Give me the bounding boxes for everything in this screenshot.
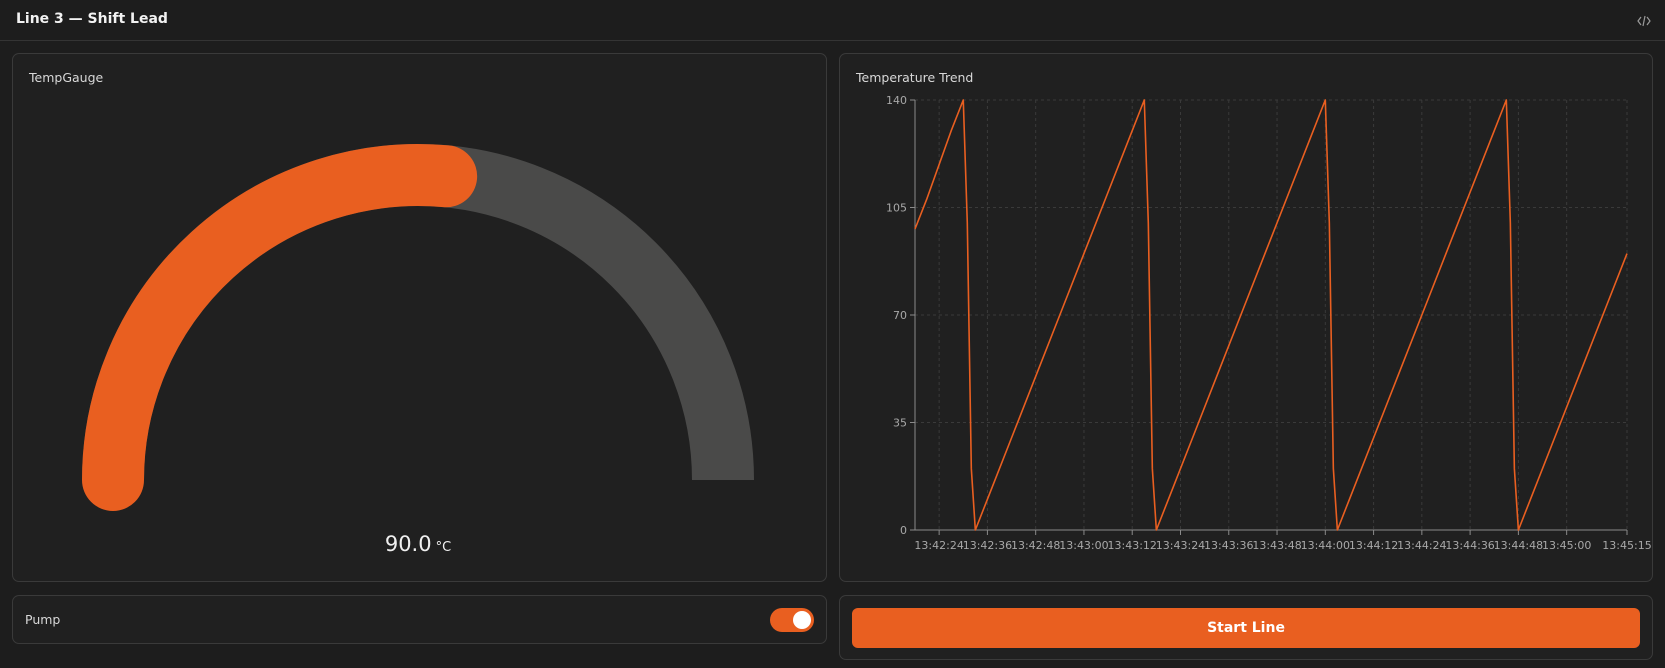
chart-title: Temperature Trend xyxy=(856,70,974,85)
pump-panel: Pump xyxy=(12,595,827,644)
toggle-knob xyxy=(793,611,811,629)
pump-label: Pump xyxy=(25,612,61,627)
button-panel: Start Line xyxy=(839,595,1653,660)
pump-toggle[interactable] xyxy=(770,608,814,632)
gauge-panel: TempGauge xyxy=(12,53,827,582)
code-icon[interactable] xyxy=(1637,15,1651,27)
header: Line 3 — Shift Lead xyxy=(0,0,1665,41)
chart-panel: Temperature Trend xyxy=(839,53,1653,582)
gauge-title: TempGauge xyxy=(29,70,104,85)
start-line-button[interactable]: Start Line xyxy=(852,608,1640,648)
page-title: Line 3 — Shift Lead xyxy=(16,11,168,27)
